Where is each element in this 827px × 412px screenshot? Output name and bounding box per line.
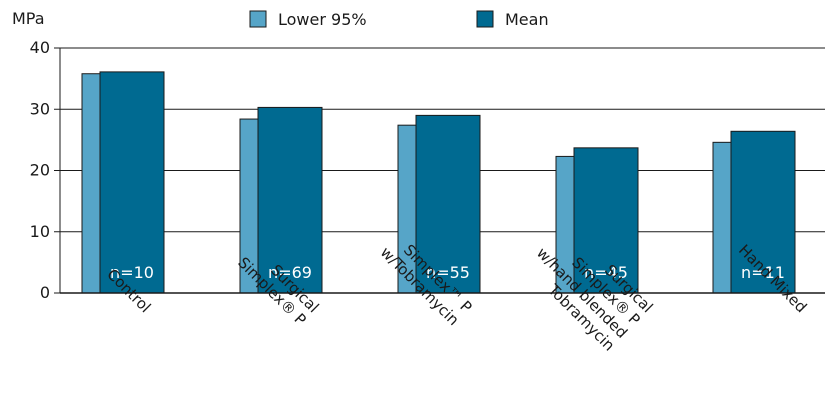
- y-axis: MPa 0 10 20 30 40: [12, 9, 61, 302]
- y-tick-label: 10: [30, 222, 50, 241]
- y-tick-label: 20: [30, 161, 50, 180]
- y-unit-label: MPa: [12, 9, 45, 28]
- legend-label-lower-95: Lower 95%: [278, 10, 367, 29]
- sample-size-label: n=55: [426, 263, 470, 282]
- sample-size-label: n=10: [110, 263, 154, 282]
- legend-label-mean: Mean: [505, 10, 549, 29]
- bar-mean: [257, 106, 323, 294]
- sample-size-label: n=11: [741, 263, 785, 282]
- sample-size-labels: n=10 n=69 n=55 n=45 n=11: [110, 263, 785, 282]
- bar-mean: [730, 130, 796, 294]
- y-tick-label: 40: [30, 38, 50, 57]
- sample-size-label: n=69: [268, 263, 312, 282]
- sample-size-label: n=45: [584, 263, 628, 282]
- legend-swatch-mean: [476, 10, 494, 28]
- legend: Lower 95% Mean: [249, 10, 549, 29]
- bar-mean: [99, 71, 165, 294]
- y-tick-label: 30: [30, 99, 50, 118]
- bars: [81, 71, 796, 294]
- bar-mean: [415, 114, 481, 294]
- bar-mean: [573, 147, 639, 294]
- y-tick-label: 0: [40, 283, 50, 302]
- legend-swatch-lower-95: [249, 10, 267, 28]
